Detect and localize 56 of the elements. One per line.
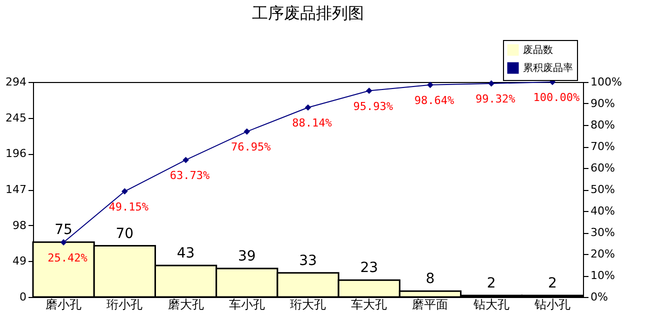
y2-tick-label: 60% (590, 162, 615, 174)
data-label: 95.93% (353, 100, 394, 113)
point (366, 88, 372, 94)
y-tick-label: 245 (6, 111, 26, 124)
x-tick-label: 车小孔 (228, 298, 265, 312)
legend-label: 累积废品率 (523, 62, 573, 74)
data-label: 100.00% (533, 91, 580, 104)
x-tick-label: 磨小孔 (46, 298, 82, 312)
chart-title: 工序废品排列图 (252, 4, 364, 22)
data-label: 39 (238, 248, 256, 264)
data-label: 98.64% (414, 94, 454, 107)
y2-tick-label: 40% (590, 204, 615, 218)
y2-tick-label: 90% (590, 97, 615, 110)
data-label: 76.95% (231, 140, 272, 154)
point (244, 128, 250, 135)
data-label: 2 (486, 276, 496, 292)
data-label: 8 (426, 271, 435, 288)
x-tick-label: 钻小孔 (533, 298, 570, 312)
point (60, 239, 67, 246)
y2-tick-label: 100% (590, 76, 622, 88)
y-tick-label: 0 (20, 290, 26, 304)
y2-tick-label: 80% (590, 118, 615, 132)
data-label: 33 (299, 252, 317, 269)
data-label: 49.15% (108, 200, 149, 214)
y2-tick-label: 30% (590, 226, 615, 239)
x-tick-label: 珩大孔 (290, 298, 326, 312)
point (488, 80, 494, 87)
data-label: 2 (548, 276, 557, 292)
data-label: 23 (360, 260, 378, 276)
y2-tick-label: 20% (590, 248, 615, 260)
data-label: 43 (176, 246, 195, 262)
x-tick-label: 磨大孔 (168, 298, 204, 312)
data-label: 63.73% (170, 168, 210, 182)
y-tick-label: 147 (6, 183, 26, 196)
point (182, 156, 189, 164)
x-tick-label: 钻大孔 (472, 298, 510, 312)
x-tick-label: 车大孔 (351, 298, 388, 312)
x-tick-label: 磨平面 (412, 298, 448, 312)
point (122, 188, 128, 194)
y2-tick-label: 70% (590, 140, 615, 153)
y2-tick-label: 50% (590, 183, 615, 196)
data-label: 88.14% (292, 116, 332, 130)
y2-tick-label: 0% (590, 290, 608, 304)
data-label: 25.42% (48, 251, 88, 264)
data-label: 99.32% (475, 92, 516, 106)
y-tick-label: 98 (12, 218, 26, 232)
y-tick-label: 49 (12, 254, 26, 268)
point (304, 104, 312, 111)
data-label: 70 (116, 226, 134, 242)
y-tick-label: 294 (6, 76, 26, 88)
y2-tick-label: 10% (590, 269, 615, 282)
y-tick-label: 196 (6, 147, 26, 160)
point (427, 82, 434, 88)
data-label: 75 (54, 222, 72, 238)
legend-label: 废品数 (523, 44, 553, 56)
x-tick-label: 珩小孔 (106, 298, 143, 312)
